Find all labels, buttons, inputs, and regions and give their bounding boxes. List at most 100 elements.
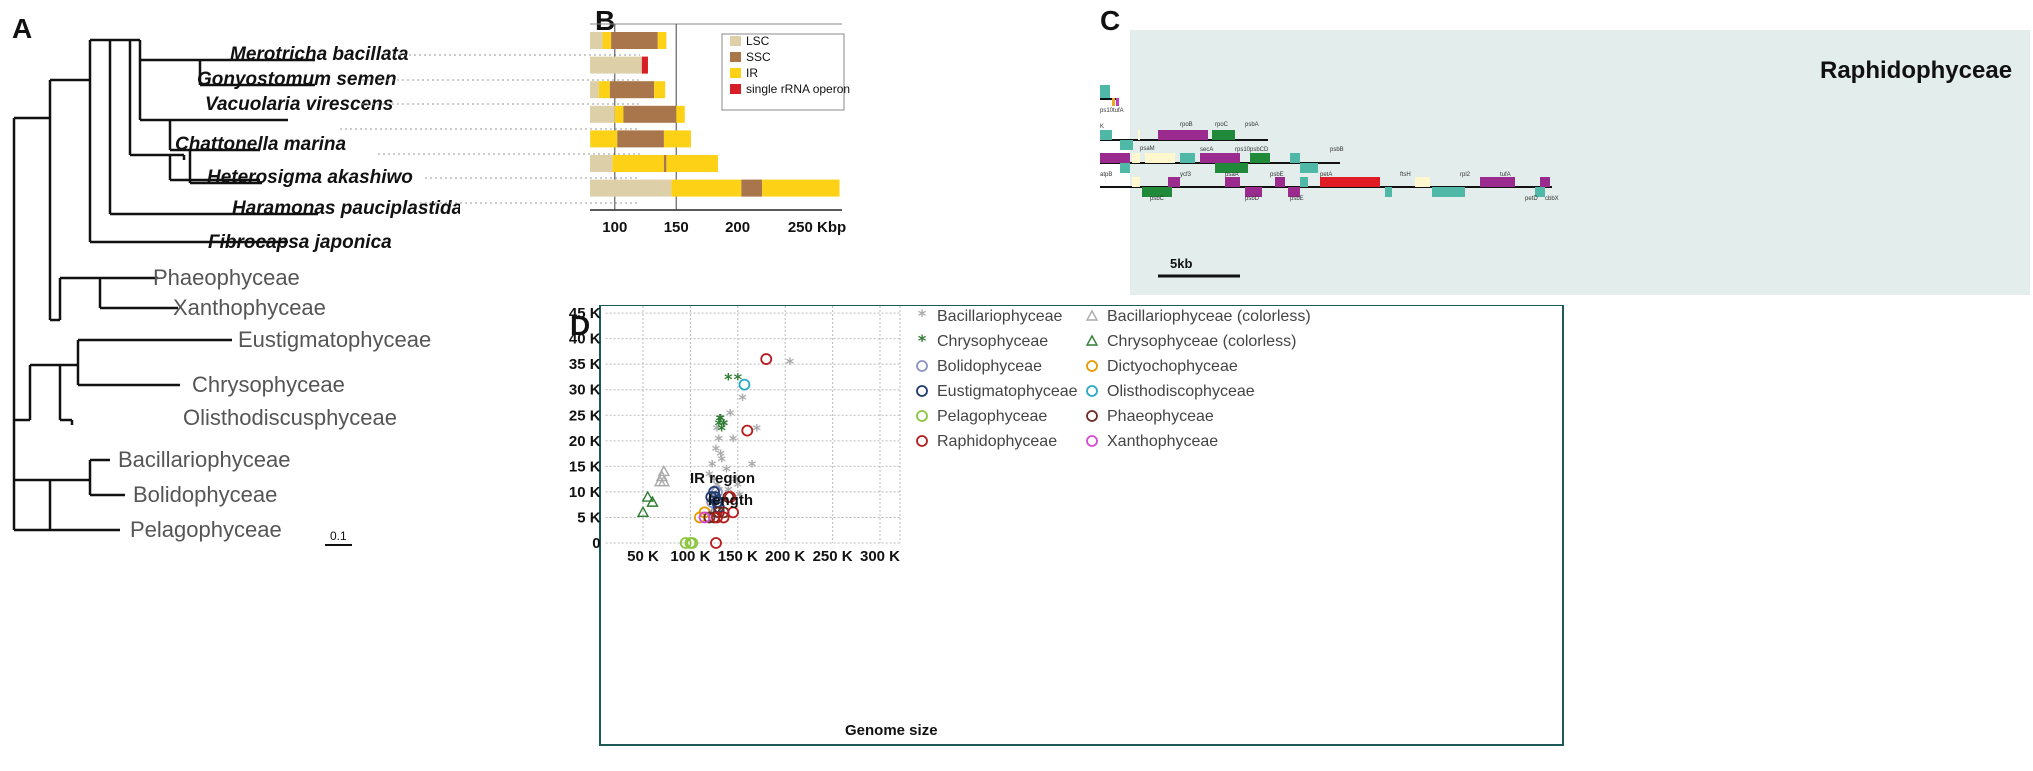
scatter-point: *: [722, 461, 731, 480]
scatter-legend-marker: [1086, 435, 1098, 447]
scatter-legend-marker: [916, 410, 928, 422]
gene-label: psbCD: [1250, 147, 1269, 153]
class-label: Pelagophyceae: [130, 517, 282, 542]
scatter-ytick: 30 K: [569, 382, 601, 399]
gene-block: [1138, 130, 1140, 140]
scatter-point: *: [712, 441, 721, 460]
bar-segment: [612, 155, 664, 172]
bar-legend-swatch: [730, 68, 741, 78]
scatter-point: *: [717, 421, 726, 440]
bar-segment: [641, 56, 648, 74]
gene-block: [1250, 153, 1270, 163]
scatter-legend-marker: [916, 360, 928, 372]
gene-label: ftsH: [1400, 172, 1411, 178]
scatter-point: [636, 505, 650, 518]
species-label: Chattonella marina: [175, 134, 346, 155]
scatter-point: [686, 537, 699, 549]
scatter-xlabel: Genome size: [845, 722, 938, 739]
scatter-legend-label: Dictyochophyceae: [1107, 358, 1238, 375]
gene-block: [1112, 98, 1115, 106]
class-label: Eustigmatophyceae: [238, 327, 431, 352]
bar-segment: [590, 179, 672, 197]
species-label: Haramonas pauciplastida: [232, 198, 460, 219]
scatter-legend-marker: [916, 435, 928, 447]
scatter-point: *: [738, 390, 747, 409]
gene-block: [1200, 153, 1240, 163]
scatter-ytick: 20 K: [569, 433, 601, 450]
scatter-ytick: 40 K: [569, 331, 601, 348]
panel-c-genome-map: C Raphidophyceae rps10rps10tufArpoBrpoCp…: [1100, 5, 2030, 295]
bar-legend-swatch: [730, 52, 741, 62]
tree-scale-label: 0.1: [330, 529, 347, 543]
scatter-legend-label: Xanthophyceae: [1107, 433, 1218, 450]
scatter-point: [741, 424, 754, 437]
scatter-legend-label: Phaeophyceae: [1107, 408, 1214, 425]
scatter-ytick: 5 K: [577, 509, 601, 526]
scatter-point: *: [720, 415, 729, 434]
bar-legend-label: single rRNA operon: [746, 82, 850, 96]
panel-letter-d: D: [570, 310, 590, 341]
bar-segment: [590, 32, 603, 49]
scatter-xtick: 50 K: [627, 548, 659, 565]
gene-label: ycf3: [1180, 172, 1192, 178]
gene-label: psbA: [1245, 122, 1259, 128]
bar-legend-box: [721, 33, 845, 111]
scatter-point: [724, 491, 737, 503]
gene-block: [1415, 177, 1430, 187]
gene-label: tufA: [1500, 172, 1511, 178]
scatter-point: [657, 475, 671, 487]
scatter-point: *: [713, 421, 722, 440]
bar-ticks: 050100150200250 Kbp: [602, 219, 846, 236]
class-label: Phaeophyceae: [153, 265, 300, 290]
class-label: Bolidophyceae: [133, 482, 277, 507]
species-label: Heterosigma akashiwo: [207, 167, 413, 188]
scatter-point: *: [734, 370, 743, 389]
scatter-ytick: 10 K: [569, 484, 601, 501]
gene-block: [1245, 187, 1262, 197]
bar-tick-label: 100: [602, 219, 627, 236]
bar-segment: [602, 32, 612, 49]
scatter-point: *: [716, 410, 725, 429]
gene-block: [1180, 153, 1195, 163]
map-header: Raphidophyceae: [1820, 57, 2012, 84]
bar-segment: [611, 32, 658, 49]
class-label: Bacillariophyceae: [118, 447, 290, 472]
bar-rects: [590, 32, 840, 197]
panel-letter-c: C: [1100, 5, 1120, 36]
scatter-legend-marker: *: [918, 331, 927, 350]
scatter-ytick: 25 K: [569, 407, 601, 424]
scatter-point: *: [717, 410, 726, 429]
scatter-point: [641, 490, 654, 502]
scatter-point: [703, 511, 716, 524]
bar-segment: [663, 155, 667, 172]
scatter-point: *: [715, 415, 724, 434]
scatter-point: *: [715, 431, 724, 450]
bar-segment: [590, 105, 615, 123]
gene-label: psaA: [1225, 172, 1239, 178]
bar-segment: [741, 179, 763, 197]
scatter-point: *: [753, 421, 762, 440]
scatter-ytick: 35 K: [569, 356, 601, 373]
scatter-legend-label: Chrysophyceae: [937, 333, 1048, 350]
scatter-legend-label: Bolidophyceae: [937, 358, 1042, 375]
class-label: Xanthophyceae: [173, 295, 326, 320]
gene-block: [1132, 153, 1140, 163]
bar-legend-swatch: [730, 36, 741, 46]
scatter-legend-label: Bacillariophyceae (colorless): [1107, 308, 1311, 325]
scatter-xtick: 150 K: [718, 548, 758, 565]
scatter-legend-marker: [1086, 385, 1098, 397]
bar-segment: [671, 179, 742, 197]
scatter-legend: * Bacillariophyceae Bacillariophyceae (col…: [916, 306, 1311, 450]
gene-label: petD: [1525, 196, 1538, 202]
species-label: Fibrocapsa japonica: [208, 232, 392, 253]
gene-block: [1100, 153, 1130, 163]
gene-block: [1116, 98, 1119, 106]
gene-label: tufA: [1113, 108, 1124, 114]
bar-segment: [590, 81, 599, 99]
gene-label: psbD: [1245, 196, 1260, 202]
gene-block: [1215, 163, 1248, 173]
gene-block: [1145, 153, 1175, 163]
panel-a-phylogenetic-tree: A: [12, 13, 460, 546]
tree-branches: [12, 38, 318, 532]
